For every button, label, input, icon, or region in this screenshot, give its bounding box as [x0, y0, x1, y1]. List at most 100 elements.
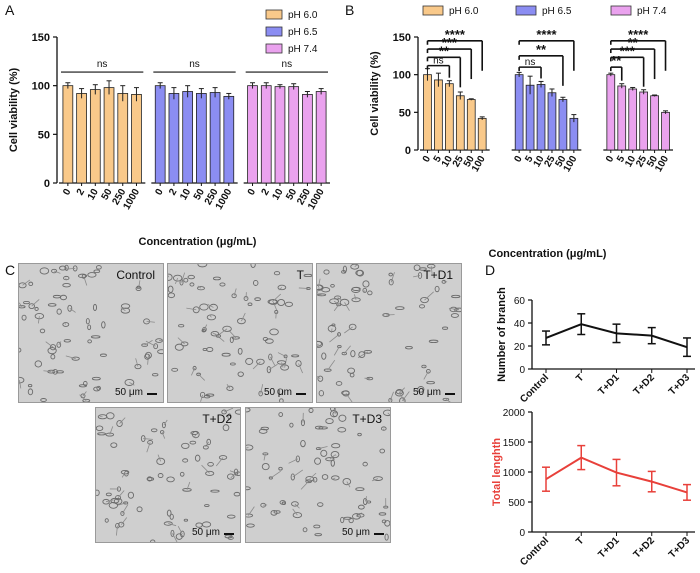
panel-letter-d: D [485, 262, 496, 278]
chart-a-xlabel: Concentration (μg/mL) [139, 236, 257, 248]
chart-d-top-xtick-label: Control [518, 372, 551, 405]
micrograph-4: T+D2 50 μm [95, 407, 241, 543]
chart-a-bar [117, 93, 129, 184]
chart-a-bar [168, 93, 180, 184]
chart-b-xtick-label: 25 [634, 154, 649, 170]
chart-a-ytick-label: 150 [32, 32, 50, 44]
chart-b-xtick-label: 100 [653, 154, 671, 174]
chart-a-ytick-label: 100 [32, 81, 50, 93]
chart-a-xtick-label: 0 [246, 187, 259, 198]
chart-b-legend-swatch [610, 5, 632, 16]
chart-d-bottom-xtick-label: T+D3 [667, 535, 693, 561]
micrograph-3: T+D1 50 μm [316, 263, 462, 403]
chart-a-legend-swatch [265, 43, 283, 54]
chart-b-xtick-label: 100 [562, 154, 580, 174]
chart-b-legend-label: pH 6.5 [542, 6, 572, 17]
chart-b-xtick-label: 0 [421, 154, 434, 165]
chart-b-xtick-label: 0 [512, 154, 525, 165]
chart-b-bar [423, 74, 432, 151]
chart-b-sig-label: ** [536, 42, 547, 57]
chart-a-bar [247, 85, 258, 184]
chart-d-bottom-ytick-label: 0 [519, 528, 525, 539]
chart-a-legend-label: pH 7.4 [288, 44, 318, 55]
chart-b-sig-label: ns [525, 57, 536, 68]
chart-b-ytick-label: 150 [393, 32, 411, 44]
chart-a-bar [223, 95, 235, 184]
chart-b-sig-label: **** [536, 27, 557, 42]
micrograph-texture [19, 264, 163, 402]
chart-b-legend-swatch [422, 5, 444, 16]
scale-bar-label: 50 μm [342, 527, 370, 538]
chart-b-bar [650, 95, 659, 151]
chart-a-bar [196, 93, 207, 184]
scale-bar: 50 μm [115, 387, 157, 398]
chart-d-bottom-ytick-label: 1500 [503, 438, 526, 449]
chart-a-legend-swatch [265, 26, 283, 37]
scale-bar: 50 μm [342, 527, 384, 538]
chart-b-xtick-label: 25 [542, 154, 557, 170]
chart-d-bottom-ytick-label: 2000 [503, 408, 526, 419]
micrograph-label: Control [116, 268, 155, 282]
chart-b-bar [514, 74, 524, 151]
micrograph-texture [246, 408, 390, 541]
chart-d-top-ytick-label: 60 [514, 296, 526, 307]
chart-b-xtick-label: 100 [470, 154, 488, 174]
micrograph-label: T [296, 268, 304, 282]
chart-a-xtick-label: 2 [75, 187, 88, 198]
chart-a-xtick-label: 0 [153, 187, 166, 198]
chart-b-bar [445, 83, 454, 151]
chart-d-bottom-ylabel: Total lenghth [491, 438, 503, 507]
chart-b-xtick-label: 5 [432, 154, 445, 165]
scale-bar-label: 50 μm [264, 387, 292, 398]
chart-a-bar [131, 94, 142, 184]
chart-a-ns-label: ns [97, 59, 108, 70]
chart-b-bar [536, 84, 546, 151]
scale-bar-label: 50 μm [192, 527, 220, 538]
chart-d-top-xtick-label: T+D3 [667, 372, 693, 398]
chart-b-xtick-label: 10 [623, 154, 638, 170]
chart-b-xtick-label: 5 [523, 154, 536, 165]
chart-b-xtick-label: 50 [553, 154, 568, 170]
chart-b-sig-label: ** [439, 43, 450, 58]
chart-b-sig-label: **** [628, 27, 649, 42]
chart-d-bottom-xtick-label: T [574, 535, 586, 547]
chart-b-xtick-label: 10 [440, 154, 455, 170]
chart-b-ytick-label: 50 [399, 107, 411, 119]
chart-b-xtick-label: 25 [451, 154, 466, 170]
scale-bar-line [296, 393, 306, 395]
chart-b-xtick-label: 5 [615, 154, 628, 165]
chart-b-ytick-label: 100 [393, 70, 411, 82]
chart-b-ytick-label: 0 [405, 145, 411, 157]
chart-b-bar [547, 92, 557, 151]
chart-b-sig-label: *** [442, 35, 458, 50]
chart-a-bar [62, 85, 74, 184]
chart-d-bottom-ytick-label: 500 [508, 498, 525, 509]
chart-d-bottom-xtick-label: T+D2 [632, 535, 658, 561]
chart-a-bar [315, 91, 327, 184]
chart-d-top-ytick-label: 40 [514, 319, 526, 330]
panel-letter-c: C [5, 262, 16, 278]
chart-b-sig-label: ns [433, 56, 444, 67]
chart-b-bar [606, 74, 616, 151]
chart-b-bar [477, 117, 487, 151]
chart-a-bar [89, 89, 101, 184]
chart-b-bar [628, 88, 638, 151]
scale-bar: 50 μm [264, 387, 306, 398]
micrograph-label: T+D3 [352, 412, 382, 426]
scale-bar-line [147, 393, 157, 395]
chart-b-xtick-label: 0 [604, 154, 617, 165]
micrograph-label: T+D1 [423, 268, 453, 282]
chart-d-top-xtick-label: T+D2 [632, 372, 658, 398]
chart-b-bar [525, 84, 535, 151]
chart-d-top-xtick-label: T [574, 372, 586, 384]
chart-d-top-xtick-label: T+D1 [596, 372, 622, 398]
scale-bar: 50 μm [413, 387, 455, 398]
chart-b-ylabel: Cell viability (%) [369, 51, 381, 136]
chart-a-bar [302, 94, 313, 184]
chart-d-bottom-ytick-label: 1000 [503, 468, 526, 479]
chart-a-bar [103, 87, 115, 184]
chart-b-bar [466, 99, 476, 151]
chart-b-sig-label: ** [611, 53, 622, 68]
chart-a-xtick-label: 50 [100, 187, 115, 203]
chart-a-bar [288, 86, 300, 184]
